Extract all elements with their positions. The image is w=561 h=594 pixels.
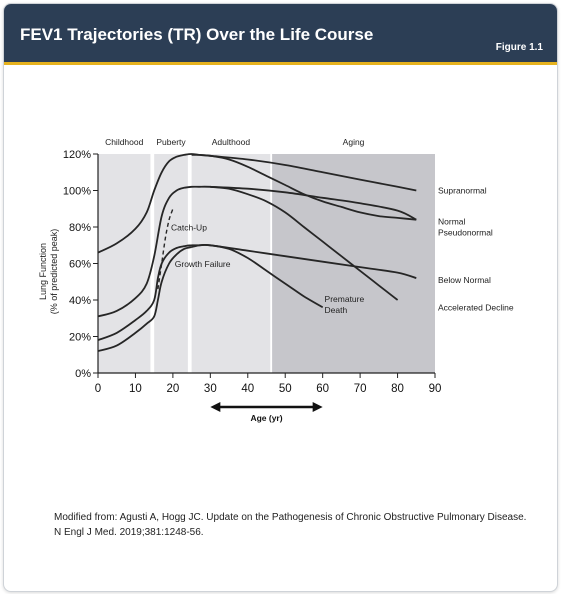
y-tick-label: 100% [63,186,91,198]
series-line-growth-failure [97,246,192,352]
figure-number-label: Figure 1.1 [495,42,543,53]
accent-divider [4,62,557,65]
x-tick-label: 90 [429,383,442,395]
annotation-death: Death [325,305,348,315]
x-tick-label: 80 [391,383,404,395]
trajectory-label-supranormal: Supranormal [438,186,487,196]
annotation-catch-up: Catch-Up [171,223,207,233]
trajectory-label-accelerated-decline: Accelerated Decline [438,302,514,312]
header-bar: FEV1 Trajectories (TR) Over the Life Cou… [4,4,557,62]
x-axis-label: Age (yr) [250,413,282,423]
band-label-puberty: Puberty [156,137,186,147]
x-tick-label: 40 [241,383,254,395]
x-tick-label: 70 [354,383,367,395]
y-tick-label: 40% [69,295,91,307]
y-tick-label: 20% [69,332,91,344]
band-puberty [154,154,188,373]
y-tick-label: 120% [63,149,91,161]
figure-title: FEV1 Trajectories (TR) Over the Life Cou… [20,25,374,44]
x-tick-label: 20 [166,383,179,395]
series-line-accelerated-decline [210,185,399,301]
x-tick-label: 10 [129,383,142,395]
series-line-supranormal [97,153,417,254]
age-arrow-left-head [210,402,221,412]
annotation-growth-failure: Growth Failure [175,259,231,269]
band-label-aging: Aging [343,137,365,147]
x-tick-label: 50 [279,383,292,395]
annotation-premature: Premature [325,294,365,304]
series-line-normal [97,185,417,318]
band-label-childhood: Childhood [105,137,144,147]
figure-caption: Modified from: Agusti A, Hogg JC. Update… [54,512,527,538]
series-line-catch-up [157,208,174,290]
trajectory-label-normal: Normal [438,217,466,227]
y-axis-label-sub: (% of predicted peak) [49,229,59,315]
x-tick-label: 0 [95,383,101,395]
series-line-below-normal [97,243,417,341]
y-axis-label: Lung Function [38,243,48,300]
age-arrow-right-head [312,402,323,412]
y-tick-label: 60% [69,259,91,271]
y-tick-label: 0% [75,368,91,380]
trajectory-label-pseudonormal: Pseudonormal [438,227,493,237]
x-tick-label: 60 [316,383,329,395]
series-line-pseudonormal [191,153,417,221]
figure-card: FEV1 Trajectories (TR) Over the Life Cou… [3,3,558,592]
x-tick-label: 30 [204,383,217,395]
trajectory-label-below-normal: Below Normal [438,275,491,285]
band-aging [272,154,435,373]
band-label-adulthood: Adulthood [212,137,251,147]
y-tick-label: 80% [69,222,91,234]
series-line-premature-death [191,243,324,309]
